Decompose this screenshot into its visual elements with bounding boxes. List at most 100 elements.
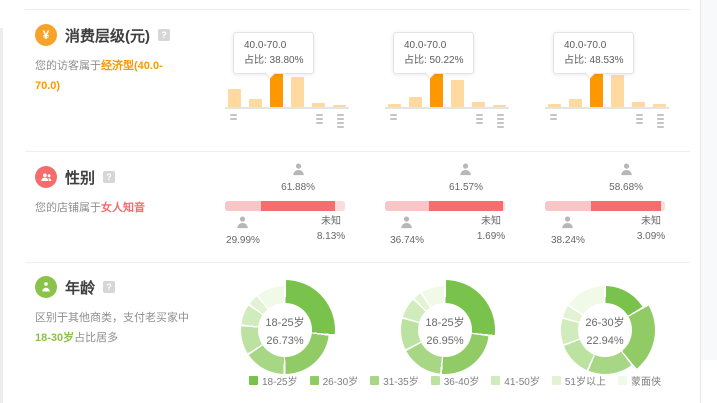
bar[interactable] — [590, 71, 603, 107]
bar[interactable] — [493, 104, 506, 107]
age-donut-column: 26-30岁 22.94% — [545, 270, 665, 403]
male-percent: 36.74% — [390, 235, 424, 246]
female-icon — [619, 163, 634, 180]
bar[interactable] — [249, 99, 262, 107]
bar[interactable] — [632, 101, 645, 107]
legend-swatch — [551, 376, 561, 385]
donut-center-category: 18-25岁 — [265, 316, 305, 329]
gender-bar[interactable] — [225, 201, 345, 211]
unknown-label: 未知 — [321, 216, 341, 227]
legend-item[interactable]: 18-25岁 — [248, 373, 298, 388]
unknown-segment[interactable] — [502, 201, 505, 211]
axis-tick — [635, 114, 643, 124]
age-desc-line1: 区别于其他商类，支付老买家中 — [35, 312, 189, 324]
legend-item[interactable]: 蒙面侠 — [618, 373, 661, 388]
consumption-desc: 您的访客属于经济型(40.0-70.0) — [35, 56, 187, 96]
tooltip-value: 占比: 38.80% — [244, 55, 304, 66]
age-donut-chart[interactable]: 18-25岁 26.73% — [235, 280, 335, 380]
donut-center-percent: 22.94% — [586, 334, 624, 347]
help-icon[interactable]: ? — [103, 171, 116, 183]
consumption-title: 消费层级(元) — [65, 27, 150, 45]
unknown-label: 未知 — [641, 216, 661, 227]
bar[interactable] — [270, 71, 283, 107]
bar[interactable] — [228, 89, 241, 107]
bar[interactable] — [548, 104, 561, 107]
axis-tick — [550, 114, 557, 120]
bar[interactable] — [569, 99, 582, 107]
legend-item[interactable]: 31-35岁 — [370, 373, 419, 388]
bar[interactable] — [451, 80, 464, 107]
consumption-chart-column: 40.0-70.0 占比: 48.53% — [545, 18, 669, 150]
male-percent: 29.99% — [226, 235, 260, 246]
tick-mark — [657, 118, 664, 120]
donut-center-category: 18-25岁 — [425, 316, 465, 329]
male-segment[interactable] — [385, 201, 430, 211]
legend-label: 26-30岁 — [322, 377, 359, 388]
unknown-share: 未知 8.13% — [305, 214, 357, 244]
female-segment[interactable] — [429, 201, 503, 211]
axis-tick — [337, 114, 344, 128]
bar[interactable] — [333, 105, 346, 107]
tick-mark — [475, 122, 483, 124]
legend-swatch — [248, 376, 258, 385]
top-divider — [25, 9, 690, 10]
bar[interactable] — [409, 96, 422, 107]
bar-chart[interactable] — [225, 71, 349, 109]
consumption-charts: 40.0-70.0 占比: 38.80% 40.0-70.0 占比: 50.22% 40… — [225, 18, 690, 150]
bar-chart[interactable] — [385, 71, 509, 109]
unknown-segment[interactable] — [335, 201, 345, 211]
bar[interactable] — [291, 77, 304, 107]
help-icon[interactable]: ? — [158, 29, 170, 41]
bar-chart[interactable] — [545, 71, 669, 109]
tick-mark — [497, 114, 504, 116]
legend-swatch — [309, 376, 319, 385]
bar[interactable] — [611, 75, 624, 107]
bar[interactable] — [388, 104, 401, 107]
age-donut-chart[interactable]: 18-25岁 26.95% — [395, 280, 495, 380]
female-segment[interactable] — [260, 201, 336, 211]
tick-mark — [337, 118, 344, 120]
tick-mark — [550, 114, 557, 116]
axis-tick — [230, 114, 237, 120]
gender-bar[interactable] — [385, 201, 505, 211]
legend-item[interactable]: 51岁以上 — [551, 373, 606, 388]
legend-item[interactable]: 36-40岁 — [430, 373, 479, 388]
legend-item[interactable]: 26-30岁 — [309, 373, 359, 388]
male-segment[interactable] — [545, 201, 591, 211]
tooltip-value: 占比: 50.22% — [404, 55, 464, 66]
age-donut-column: 18-25岁 26.95% — [385, 270, 505, 403]
age-desc-highlight: 18-30岁 — [35, 332, 75, 344]
gender-desc-prefix: 您的店铺属于 — [35, 202, 101, 214]
female-share: 58.68% — [609, 162, 643, 194]
axis-tick — [657, 114, 664, 128]
age-info: 年龄 ? 区别于其他商类，支付老买家中 18-30岁占比居多 — [35, 276, 220, 348]
gender-section: 性别 ? 您的店铺属于女人知音 61.88% 29.99% 未知 8.13% 61.57… — [25, 160, 690, 260]
tick-mark — [390, 114, 397, 116]
consumption-chart-column: 40.0-70.0 占比: 38.80% — [225, 18, 349, 150]
chart-tooltip: 40.0-70.0 占比: 50.22% — [393, 32, 475, 79]
axis-tick — [315, 114, 323, 124]
donut-center-percent: 26.95% — [426, 334, 464, 347]
age-title: 年龄 — [65, 279, 96, 297]
legend-swatch — [370, 376, 380, 385]
female-percent: 61.88% — [281, 182, 316, 193]
gender-chart-column: 61.88% 29.99% 未知 8.13% — [225, 160, 345, 260]
gender-bar[interactable] — [545, 201, 665, 211]
bar[interactable] — [472, 101, 485, 107]
yuan-icon: ¥ — [35, 24, 57, 46]
female-segment[interactable] — [590, 201, 662, 211]
tick-mark — [497, 122, 504, 124]
legend-label: 41-50岁 — [504, 377, 540, 388]
age-section: 年龄 ? 区别于其他商类，支付老买家中 18-30岁占比居多 18-25岁 26.… — [25, 270, 690, 403]
bar[interactable] — [430, 71, 443, 107]
legend-item[interactable]: 41-50岁 — [491, 373, 540, 388]
axis-tick — [497, 114, 504, 128]
help-icon[interactable]: ? — [103, 281, 116, 293]
donut-center-label: 26-30岁 22.94% — [578, 303, 632, 357]
male-segment[interactable] — [225, 201, 261, 211]
chart-tooltip: 40.0-70.0 占比: 48.53% — [553, 32, 635, 79]
age-donut-chart[interactable]: 26-30岁 22.94% — [555, 280, 655, 380]
bar[interactable] — [312, 102, 325, 107]
unknown-segment[interactable] — [661, 201, 665, 211]
bar[interactable] — [653, 104, 666, 107]
